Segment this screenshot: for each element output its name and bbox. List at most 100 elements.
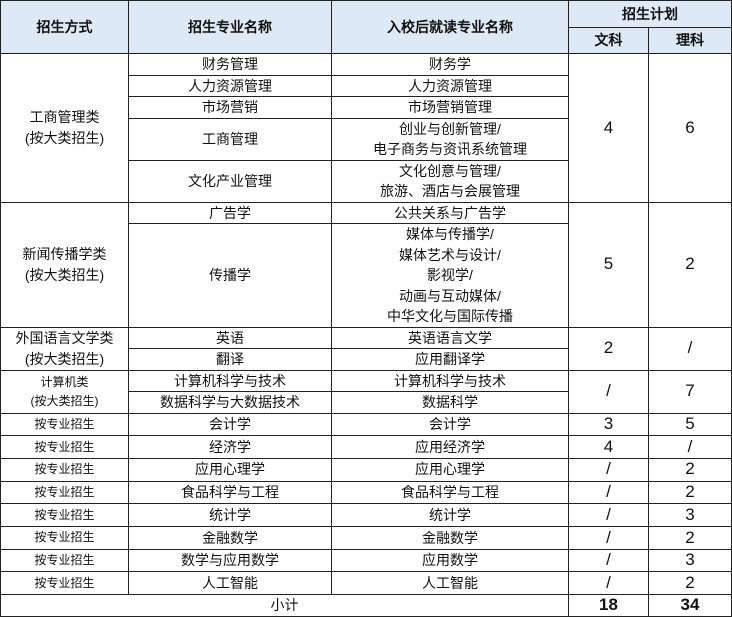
table-body: 工商管理类 (按大类招生) 财务管理 财务学 4 6 人力资源管理 人力资源管理 市场营销 市场营…: [0, 53, 732, 595]
study-line: 动画与互动媒体/: [399, 287, 501, 304]
enrollment-method: 按专业招生: [0, 525, 129, 550]
method-line: 按专业招生: [34, 507, 95, 522]
study-major: 金融数学: [331, 525, 569, 550]
study-line: 食品科学与工程: [401, 484, 499, 501]
major-name: 数据科学与大数据技术: [128, 391, 332, 414]
table-row: 工商管理 创业与创新管理/电子商务与资讯系统管理: [1, 117, 732, 161]
study-line: 会计学: [429, 416, 471, 433]
major-name: 人力资源管理: [128, 74, 332, 97]
plan-wen: /: [568, 457, 649, 482]
method-line: (按大类招生): [24, 266, 105, 283]
method-line: 工商管理类: [29, 109, 100, 126]
study-major: 媒体与传播学/媒体艺术与设计/影视学/动画与互动媒体/中华文化与国际传播: [331, 223, 569, 328]
major-name: 应用心理学: [128, 457, 332, 482]
plan-wen: /: [568, 525, 649, 550]
table-row: 按专业招生 数学与应用数学 应用数学 /3: [0, 548, 732, 573]
plan-li: 7: [648, 369, 732, 414]
study-major: 公共关系与广告学: [331, 201, 569, 224]
study-line: 应用翻译学: [415, 351, 485, 367]
plan-li: 5: [648, 412, 732, 437]
method-line: 外国语言文学类: [15, 330, 114, 346]
major-name: 统计学: [128, 503, 332, 527]
enrollment-method: 按专业招生: [0, 548, 129, 573]
study-line: 数据科学: [422, 394, 478, 410]
study-major: 市场营销管理: [331, 96, 569, 119]
study-line: 中华文化与国际传播: [387, 308, 513, 324]
major-name: 财务管理: [128, 53, 332, 76]
table-row: 文化产业管理 文化创意与管理/旅游、酒店与会展管理: [1, 159, 732, 203]
table-row: 人力资源管理 人力资源管理: [1, 74, 732, 97]
plan-wen: /: [568, 369, 649, 414]
major-name: 食品科学与工程: [128, 480, 332, 505]
major-name: 翻译: [128, 348, 332, 371]
study-line: 影视学/: [427, 267, 473, 283]
plan-li: /: [648, 326, 732, 371]
study-line: 媒体与传播学/: [406, 226, 494, 242]
method-line: (按大类招生): [30, 393, 99, 408]
table-row: 计算机类 (按大类招生) 计算机科学与技术 计算机科学与技术 /7: [0, 369, 732, 414]
plan-wen: 5: [568, 201, 649, 328]
table-row: 按专业招生 经济学 应用经济学 4/: [0, 435, 732, 459]
plan-wen: /: [568, 571, 649, 595]
major-name: 市场营销: [128, 96, 332, 119]
plan-wen: 3: [568, 412, 649, 437]
study-line: 公共关系与广告学: [394, 204, 506, 221]
method-line: 按专业招生: [34, 484, 95, 499]
study-line: 金融数学: [422, 529, 478, 546]
header-major: 招生专业名称: [128, 0, 332, 54]
study-line: 创业与创新管理/: [399, 120, 501, 137]
header-plan: 招生计划: [568, 0, 732, 28]
study-line: 财务学: [429, 56, 471, 72]
plan-li: 6: [648, 53, 732, 203]
study-major: 应用心理学: [331, 457, 569, 482]
study-line: 人力资源管理: [408, 77, 492, 94]
study-line: 统计学: [429, 506, 471, 523]
header-li: 理科: [648, 27, 732, 54]
plan-li: 2: [648, 201, 732, 328]
major-name: 人工智能: [128, 571, 332, 595]
plan-li: 2: [648, 525, 732, 550]
study-line: 应用心理学: [415, 461, 485, 478]
plan-wen: /: [568, 480, 649, 505]
study-line: 应用经济学: [415, 438, 485, 455]
table-row: 新闻传播学类 (按大类招生) 广告学 公共关系与广告学 5 2: [0, 201, 732, 328]
study-line: 应用数学: [422, 552, 478, 569]
table-row: 按专业招生 人工智能 人工智能 /2: [0, 571, 732, 595]
study-line: 英语语言文学: [408, 329, 492, 346]
study-major: 应用经济学: [331, 435, 569, 459]
plan-li: 2: [648, 480, 732, 505]
method-line: 按专业招生: [34, 439, 95, 454]
major-name: 会计学: [128, 412, 332, 437]
study-line: 电子商务与资讯系统管理: [373, 141, 527, 157]
plan-li: 2: [648, 457, 732, 482]
plan-wen: /: [568, 503, 649, 527]
method-line: (按大类招生): [24, 129, 105, 146]
study-line: 旅游、酒店与会展管理: [380, 183, 520, 199]
enrollment-method: 按专业招生: [0, 457, 129, 482]
study-line: 人工智能: [422, 574, 478, 591]
plan-li: /: [648, 435, 732, 459]
study-major: 英语语言文学: [331, 326, 569, 349]
enrollment-method: 按专业招生: [0, 571, 129, 595]
plan-wen: /: [568, 548, 649, 573]
study-major: 数据科学: [331, 391, 569, 414]
plan-li: 2: [648, 571, 732, 595]
study-major: 文化创意与管理/旅游、酒店与会展管理: [331, 159, 569, 203]
table-row: 按专业招生 会计学 会计学 3 5: [0, 412, 732, 437]
method-line: (按大类招生): [24, 350, 105, 367]
study-major: 统计学: [331, 503, 569, 527]
study-line: 计算机科学与技术: [394, 372, 506, 389]
method-line: 按专业招生: [34, 530, 95, 545]
major-name: 数学与应用数学: [128, 548, 332, 573]
enrollment-method: 计算机类 (按大类招生): [0, 369, 129, 414]
subtotal-wen: 18: [568, 594, 649, 617]
table-row: 数据科学与大数据技术 数据科学: [1, 391, 732, 414]
study-major: 应用翻译学: [331, 348, 569, 371]
method-line: 按专业招生: [34, 552, 95, 567]
study-major: 食品科学与工程: [331, 480, 569, 505]
study-line: 文化创意与管理/: [399, 162, 501, 179]
table-row: 工商管理类 (按大类招生) 财务管理 财务学 4 6: [0, 53, 732, 203]
major-name: 文化产业管理: [128, 159, 332, 203]
header-method: 招生方式: [0, 0, 129, 54]
